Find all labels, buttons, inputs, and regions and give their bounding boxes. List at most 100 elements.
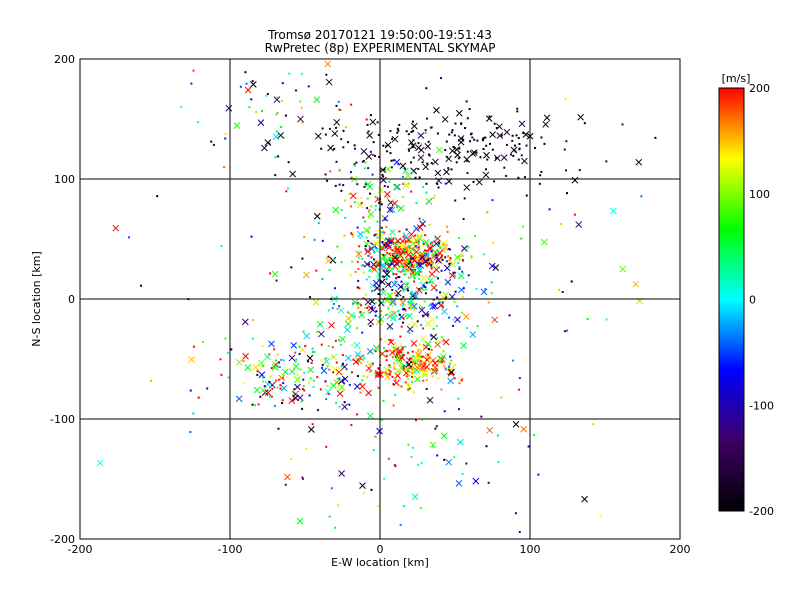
y-tick-label: 0 [68, 293, 75, 306]
data-point [383, 477, 386, 480]
data-point-x-marker [278, 374, 286, 382]
colorbar-tick-label: 0 [749, 294, 756, 307]
data-point [391, 262, 394, 265]
data-point [361, 379, 364, 382]
data-point [353, 201, 356, 204]
data-point [354, 270, 357, 273]
data-point [368, 209, 371, 212]
data-point [468, 108, 471, 111]
data-point-x-marker [377, 299, 385, 307]
data-point [654, 136, 657, 139]
data-point [340, 365, 343, 368]
data-point-x-marker [289, 170, 297, 178]
data-point [339, 378, 342, 381]
data-point-x-marker [440, 432, 448, 440]
data-point [395, 253, 398, 256]
data-point [270, 367, 273, 370]
data-point [403, 273, 406, 276]
data-point [444, 149, 447, 152]
data-point [430, 266, 433, 269]
data-point [397, 276, 400, 279]
data-point [404, 240, 407, 243]
data-point [395, 256, 398, 259]
data-point [454, 271, 457, 274]
data-point [348, 403, 351, 406]
data-point [358, 287, 361, 290]
data-point [312, 385, 315, 388]
data-point [332, 302, 335, 305]
data-point [583, 122, 586, 125]
data-point [189, 389, 192, 392]
data-point [362, 271, 365, 274]
data-point [220, 245, 223, 248]
data-point-x-marker [472, 477, 480, 485]
data-point-x-marker [419, 365, 427, 372]
data-point-x-marker [384, 190, 391, 198]
data-point [377, 201, 380, 204]
data-point [263, 385, 266, 388]
data-point [380, 203, 383, 206]
data-point-x-marker [405, 382, 413, 390]
data-point-x-marker [379, 166, 387, 174]
data-point [407, 301, 410, 304]
data-point [350, 371, 353, 374]
data-point [280, 99, 283, 102]
data-point-x-marker [324, 60, 332, 68]
data-point [224, 133, 227, 136]
data-point [428, 361, 431, 364]
data-point [302, 385, 305, 388]
colorbar-tick-label: -200 [749, 505, 774, 518]
data-point [357, 360, 360, 363]
data-point [376, 121, 379, 124]
data-point [385, 275, 388, 278]
data-point [500, 134, 503, 137]
data-point [419, 270, 422, 273]
data-point [383, 264, 386, 267]
data-point [491, 199, 494, 202]
data-point [333, 258, 336, 261]
data-point [419, 304, 422, 307]
data-point [341, 372, 344, 375]
data-point [516, 107, 519, 110]
data-point [361, 257, 364, 260]
data-point [427, 348, 430, 351]
data-point-x-marker [470, 149, 478, 157]
data-point-x-marker [235, 395, 243, 403]
data-point [388, 252, 391, 255]
data-point [447, 366, 450, 369]
data-point-x-marker [420, 274, 428, 282]
data-point [338, 169, 341, 172]
data-point-x-marker [422, 163, 430, 171]
data-point [418, 236, 421, 239]
data-point [365, 236, 368, 239]
data-point [265, 94, 268, 97]
data-point [548, 208, 551, 211]
data-point [427, 254, 430, 257]
x-tick-label: 200 [670, 543, 691, 556]
data-point [383, 244, 386, 247]
data-point [490, 292, 493, 295]
data-point [402, 235, 405, 238]
data-point-x-marker [308, 426, 315, 433]
data-point [325, 398, 328, 401]
data-point-x-marker [406, 312, 413, 320]
data-point-x-marker [404, 266, 412, 273]
data-point [380, 260, 383, 263]
data-point-x-marker [460, 342, 467, 349]
data-point [432, 445, 435, 448]
data-point-x-marker [408, 230, 415, 238]
data-point-x-marker [336, 390, 344, 397]
data-point [453, 134, 456, 137]
data-point [384, 218, 387, 221]
data-point [374, 372, 377, 375]
data-point [384, 262, 387, 265]
data-point [269, 272, 272, 275]
data-point [212, 143, 215, 146]
data-point [353, 163, 356, 166]
data-point [276, 96, 279, 99]
data-point [274, 359, 277, 362]
data-point [393, 292, 396, 295]
data-point [367, 239, 370, 242]
data-point [430, 267, 433, 270]
data-point [492, 241, 495, 244]
